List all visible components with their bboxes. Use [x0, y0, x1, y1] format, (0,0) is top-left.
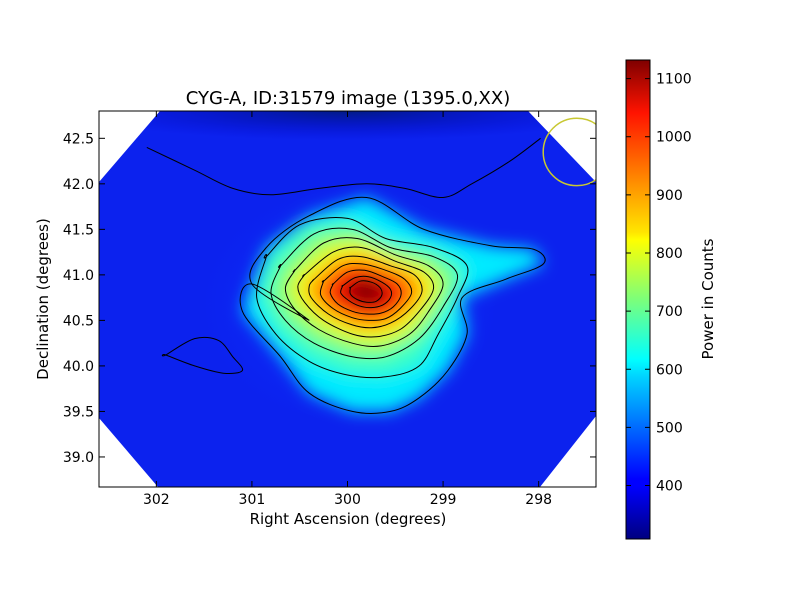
colorbar-tick-label: 1100 — [656, 72, 692, 88]
contour-line-6 — [297, 246, 435, 338]
y-axis-ticks: 39.0 39.5 40.0 40.5 41.0 41.5 42.0 42.5 — [63, 131, 596, 466]
y-tick-label: 42.5 — [63, 131, 94, 147]
colorbar-tick-label: 1000 — [656, 130, 692, 146]
x-tick-label: 300 — [334, 492, 361, 508]
colorbar-ticks: 400 500 600 700 800 900 1000 1100 — [626, 72, 692, 495]
contour-line-7 — [308, 255, 423, 329]
y-tick-label: 40.0 — [63, 359, 94, 375]
colorbar — [625, 59, 651, 540]
contour-line-2 — [239, 196, 546, 414]
colorbar-tick-label: 400 — [656, 479, 683, 495]
contour-line-8 — [319, 262, 413, 321]
x-tick-label: 302 — [143, 492, 170, 508]
colorbar-tick-label: 500 — [656, 420, 683, 436]
contour-line-4 — [270, 227, 459, 360]
contour-line-9 — [329, 269, 402, 315]
contour-line-0 — [146, 137, 541, 199]
x-tick-label: 301 — [239, 492, 266, 508]
contour-lines — [146, 137, 546, 414]
heat-blobs — [242, 197, 544, 412]
colorbar-tick-label: 700 — [656, 304, 683, 320]
y-tick-label: 39.5 — [63, 404, 94, 420]
x-axis-ticks: 302 301 300 299 298 — [143, 111, 552, 508]
contour-line-10 — [340, 275, 393, 309]
colorbar-tick-label: 600 — [656, 362, 683, 378]
contour-line-11 — [349, 280, 383, 303]
y-axis-label: Declination (degrees) — [34, 218, 52, 380]
x-axis-label: Right Ascension (degrees) — [250, 510, 447, 528]
y-tick-label: 40.5 — [63, 313, 94, 329]
x-tick-label: 298 — [525, 492, 552, 508]
colorbar-label: Power in Counts — [699, 238, 717, 359]
colorbar-tick-label: 800 — [656, 246, 683, 262]
peak-core — [355, 280, 378, 303]
footprint-top-band — [120, 111, 575, 160]
contour-line-1 — [161, 336, 244, 374]
chart-title: CYG-A, ID:31579 image (1395.0,XX) — [186, 88, 510, 109]
heatmap-plot-area — [99, 111, 596, 487]
beam-marker — [542, 117, 596, 187]
y-tick-label: 41.0 — [63, 268, 94, 284]
contour-line-3 — [256, 217, 469, 379]
y-tick-label: 41.5 — [63, 222, 94, 238]
x-tick-label: 299 — [430, 492, 457, 508]
y-tick-label: 42.0 — [63, 177, 94, 193]
colorbar-tick-label: 900 — [656, 188, 683, 204]
y-tick-label: 39.0 — [63, 450, 94, 466]
contour-line-5 — [284, 237, 444, 347]
